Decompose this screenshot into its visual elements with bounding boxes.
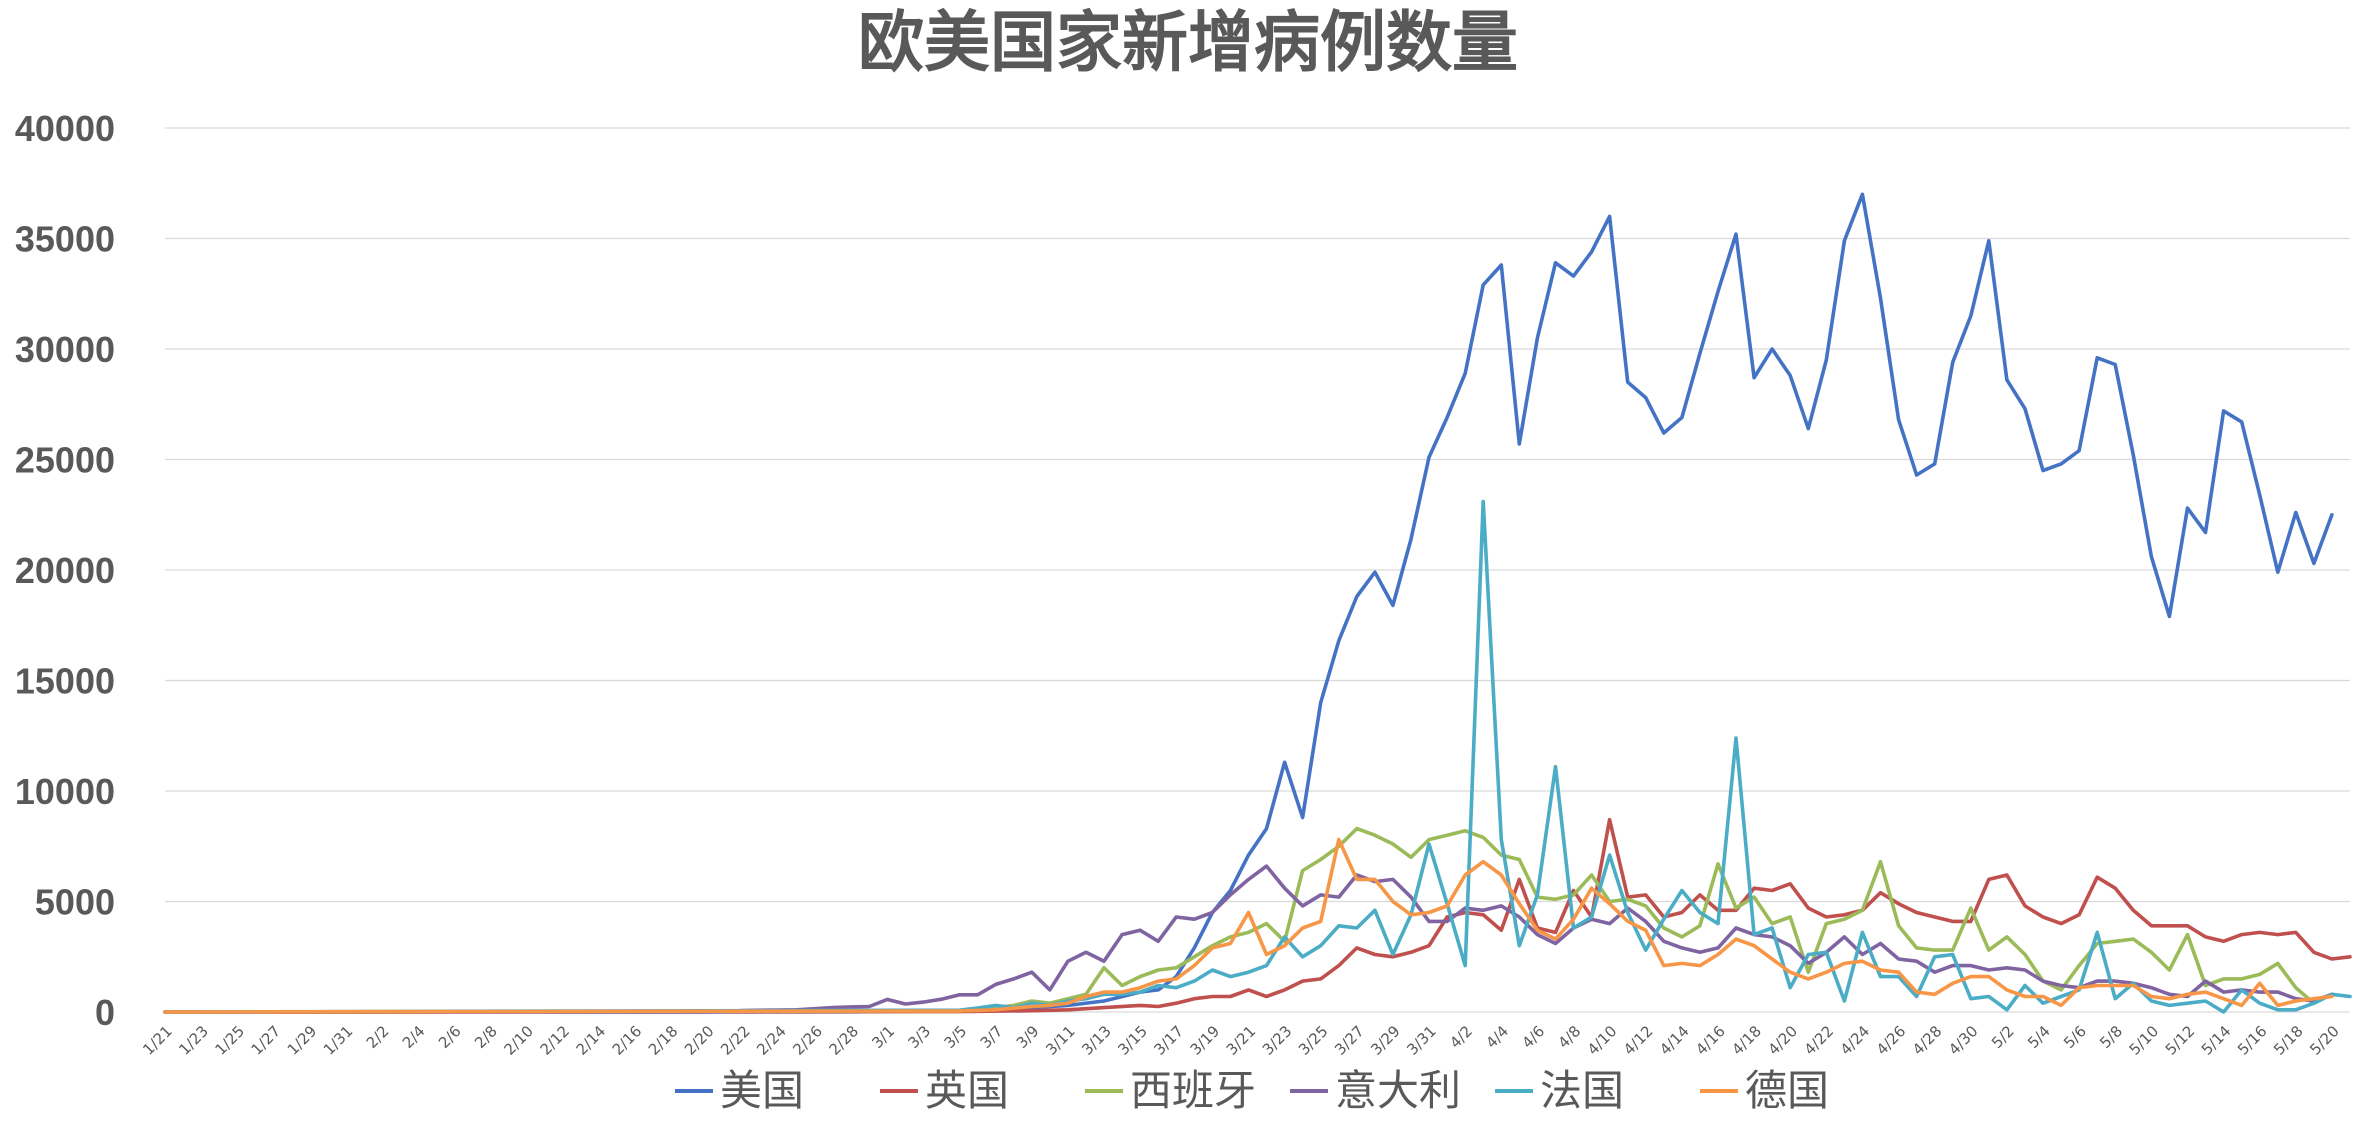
x-tick-label: 5/2: [1988, 1022, 2018, 1052]
gridlines: [165, 127, 2350, 1013]
legend-label: 德国: [1745, 1066, 1829, 1115]
x-tick-label: 3/29: [1367, 1022, 1404, 1059]
x-tick-label: 1/27: [248, 1022, 285, 1059]
x-tick-label: 1/25: [212, 1022, 249, 1059]
x-tick-label: 3/7: [977, 1022, 1007, 1052]
x-tick-label: 3/3: [904, 1022, 934, 1052]
series-lines: [163, 192, 2352, 1014]
x-tick-label: 2/20: [681, 1022, 718, 1059]
legend-label: 西班牙: [1130, 1066, 1256, 1115]
y-tick-label: 25000: [15, 440, 115, 481]
legend-label: 英国: [925, 1066, 1009, 1115]
x-tick-label: 4/2: [1446, 1022, 1476, 1052]
x-tick-label: 4/24: [1837, 1022, 1874, 1059]
x-tick-label: 3/5: [941, 1022, 971, 1052]
x-tick-label: 3/25: [1295, 1022, 1332, 1059]
x-tick-label: 2/28: [825, 1022, 862, 1059]
x-tick-label: 2/8: [471, 1022, 501, 1052]
x-tick-label: 3/13: [1078, 1022, 1115, 1059]
x-tick-label: 5/8: [2096, 1022, 2126, 1052]
x-tick-label: 3/19: [1187, 1022, 1224, 1059]
x-tick-label: 3/31: [1403, 1022, 1440, 1059]
x-tick-label: 1/31: [320, 1022, 357, 1059]
x-tick-label: 1/23: [175, 1022, 212, 1059]
x-tick-label: 4/18: [1728, 1022, 1765, 1059]
legend-label: 美国: [720, 1066, 804, 1115]
y-tick-label: 20000: [15, 550, 115, 591]
legend-label: 意大利: [1335, 1066, 1461, 1115]
legend: 美国 英国 西班牙 意大利 法国 德国: [675, 1066, 1829, 1115]
x-tick-label: 2/24: [753, 1022, 790, 1059]
y-tick-label: 10000: [15, 771, 115, 812]
x-tick-label: 2/4: [399, 1022, 429, 1052]
x-tick-label: 5/16: [2234, 1022, 2271, 1059]
x-tick-label: 3/21: [1223, 1022, 1260, 1059]
x-tick-label: 5/18: [2270, 1022, 2307, 1059]
x-tick-label: 2/22: [717, 1022, 754, 1059]
x-tick-label: 4/20: [1764, 1022, 1801, 1059]
x-tick-label: 1/21: [139, 1022, 176, 1059]
x-tick-label: 3/9: [1013, 1022, 1043, 1052]
x-tick-label: 5/10: [2126, 1022, 2163, 1059]
y-tick-label: 30000: [15, 329, 115, 370]
x-tick-label: 4/12: [1620, 1022, 1657, 1059]
x-tick-label: 2/6: [435, 1022, 465, 1052]
x-tick-label: 4/28: [1909, 1022, 1946, 1059]
x-tick-label: 4/10: [1584, 1022, 1621, 1059]
x-tick-label: 4/26: [1873, 1022, 1910, 1059]
x-tick-label: 2/18: [645, 1022, 682, 1059]
x-tick-label: 4/22: [1801, 1022, 1838, 1059]
y-tick-label: 5000: [35, 882, 115, 923]
series-line-3: [163, 864, 2334, 1014]
x-tick-label: 2/16: [609, 1022, 646, 1059]
x-tick-label: 4/4: [1482, 1022, 1512, 1052]
x-tick-label: 3/11: [1042, 1022, 1079, 1059]
x-tick-label: 2/10: [500, 1022, 537, 1059]
x-tick-label: 3/17: [1151, 1022, 1188, 1059]
x-tick-label: 2/14: [573, 1022, 610, 1059]
series-line-4: [163, 499, 2352, 1014]
y-tick-label: 0: [95, 992, 115, 1033]
x-tick-label: 2/26: [789, 1022, 826, 1059]
chart-title: 欧美国家新增病例数量: [858, 4, 1518, 81]
x-tick-label: 4/14: [1656, 1022, 1693, 1059]
series-line-5: [163, 837, 2334, 1014]
x-tick-label: 3/1: [868, 1022, 898, 1052]
x-tick-label: 4/6: [1518, 1022, 1548, 1052]
x-tick-label: 5/6: [2060, 1022, 2090, 1052]
y-tick-label: 35000: [15, 219, 115, 260]
x-tick-label: 5/4: [2024, 1022, 2054, 1052]
x-tick-label: 3/23: [1259, 1022, 1296, 1059]
y-tick-label: 15000: [15, 661, 115, 702]
legend-label: 法国: [1540, 1066, 1624, 1115]
x-tick-label: 4/8: [1555, 1022, 1585, 1052]
y-axis-ticks: 0 5000 10000 15000 20000 25000 30000 35000 40000: [15, 108, 115, 1033]
series-line-1: [163, 817, 2352, 1014]
x-axis-ticks: 1/21 1/23 1/25 1/27 1/29 1/31 2/2 2/4 2/6 2/8 2/10…: [139, 1022, 2342, 1059]
series-line-2: [163, 826, 2334, 1014]
x-tick-label: 5/12: [2162, 1022, 2199, 1059]
series-line-0: [163, 192, 2334, 1014]
x-tick-label: 4/16: [1692, 1022, 1729, 1059]
y-tick-label: 40000: [15, 108, 115, 149]
x-tick-label: 5/20: [2306, 1022, 2343, 1059]
x-tick-label: 1/29: [284, 1022, 321, 1059]
x-tick-label: 2/12: [537, 1022, 574, 1059]
x-tick-label: 4/30: [1945, 1022, 1982, 1059]
x-tick-label: 3/27: [1331, 1022, 1368, 1059]
x-tick-label: 5/14: [2198, 1022, 2235, 1059]
x-tick-label: 3/15: [1114, 1022, 1151, 1059]
x-tick-label: 2/2: [363, 1022, 393, 1052]
